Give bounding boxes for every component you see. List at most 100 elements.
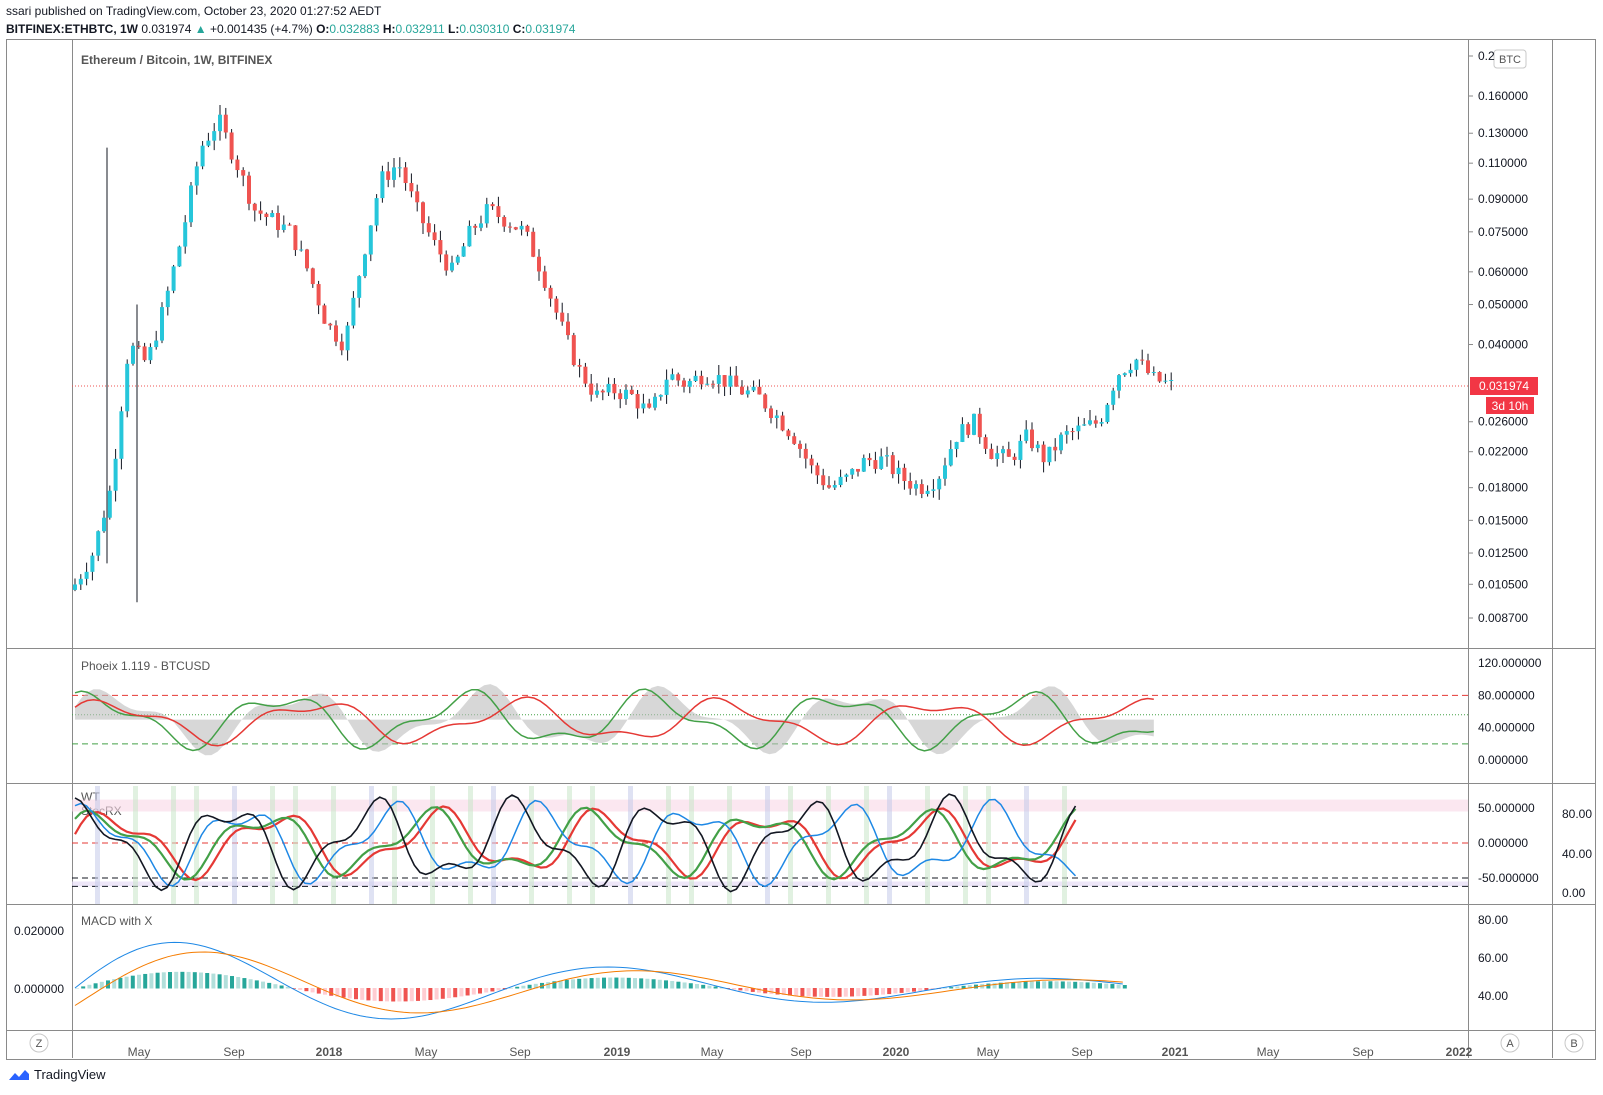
currency-badge[interactable]: BTC xyxy=(1499,54,1521,66)
time-axis-label: 2021 xyxy=(1162,1045,1189,1059)
auto-scale-button[interactable] xyxy=(1500,1033,1520,1053)
candle-body xyxy=(276,213,280,230)
candle-body xyxy=(676,374,681,381)
candle-body xyxy=(896,467,901,475)
wt-signal-bar xyxy=(567,786,572,904)
macd-histogram-bar xyxy=(211,973,216,989)
macd-histogram-bar xyxy=(1067,981,1071,989)
macd-histogram-bar xyxy=(1098,983,1102,989)
candle-body xyxy=(264,213,269,218)
up-arrow-icon: ▲ xyxy=(194,22,207,36)
macd-indicator xyxy=(74,941,1127,1020)
macd-right-label: 60.00 xyxy=(1478,951,1508,965)
macd-histogram-bar xyxy=(707,985,712,989)
macd-pane-title: MACD with X xyxy=(81,914,152,928)
wt-signal-bar xyxy=(171,786,176,904)
candle-body xyxy=(902,467,907,482)
candle-body xyxy=(183,222,188,247)
macd-histogram-bar xyxy=(1036,981,1040,989)
candle-body xyxy=(612,383,617,394)
candle-body xyxy=(270,213,275,218)
candle-body xyxy=(287,224,292,226)
candle-body xyxy=(1047,446,1052,463)
macd-histogram-bar xyxy=(1085,982,1090,989)
candle-body xyxy=(165,290,170,308)
phoenix-axis: 120.000000 80.000000 40.000000 0.000000 xyxy=(1478,656,1542,767)
wt-red-line xyxy=(74,805,1077,882)
candle-body xyxy=(1111,390,1116,405)
candle-body xyxy=(931,489,936,491)
candle-body xyxy=(873,460,878,469)
macd-histogram-bar xyxy=(279,985,284,989)
phoenix-axis-label: 120.000000 xyxy=(1478,656,1542,670)
macd-histogram-bar xyxy=(831,988,836,997)
macd-histogram-bar xyxy=(639,978,644,989)
axis-label: 0.2 xyxy=(1478,49,1495,63)
high-value: 0.032911 xyxy=(395,22,445,36)
candle-body xyxy=(832,485,837,488)
time-axis-label: Sep xyxy=(509,1045,531,1059)
last-price: 0.031974 xyxy=(141,22,192,36)
open-label: O: xyxy=(316,22,330,36)
candle-body xyxy=(218,114,222,132)
candle-body xyxy=(780,415,785,431)
macd-histogram-bar xyxy=(558,980,563,989)
macd-histogram-bar xyxy=(819,988,823,997)
wt-signal-bar xyxy=(963,786,968,904)
macd-histogram-bar xyxy=(416,988,420,1001)
macd-histogram-bar xyxy=(335,988,340,997)
macd-histogram-bar xyxy=(186,971,191,989)
close-label: C: xyxy=(512,22,526,36)
candle-body xyxy=(850,468,855,475)
macd-histogram-bar xyxy=(496,988,501,991)
candle-body xyxy=(223,114,228,133)
axis-label: 0.012500 xyxy=(1478,546,1528,560)
b-button[interactable] xyxy=(1564,1033,1584,1053)
macd-histogram-bar xyxy=(1011,982,1016,989)
candle-body xyxy=(600,390,605,393)
macd-histogram-bar xyxy=(688,983,693,989)
time-axis-label: 2020 xyxy=(883,1045,910,1059)
candle-body xyxy=(954,441,959,450)
macd-histogram-bar xyxy=(924,988,929,991)
macd-histogram-bar xyxy=(713,986,718,989)
wt-signal-bar xyxy=(666,786,671,904)
macd-histogram-bar xyxy=(577,978,582,989)
countdown-box xyxy=(1486,397,1534,414)
macd-histogram-bar xyxy=(986,983,991,989)
macd-histogram-bar xyxy=(527,984,532,989)
macd-histogram-bar xyxy=(701,984,706,989)
zoom-button-z[interactable] xyxy=(29,1033,49,1053)
macd-histogram-bar xyxy=(366,988,371,1001)
axis-label: 0.090000 xyxy=(1478,192,1528,206)
macd-histogram-bar xyxy=(87,984,92,989)
currency-badge-box[interactable] xyxy=(1493,49,1527,69)
macd-histogram-bar xyxy=(1104,983,1109,989)
auto-scale-label[interactable]: A xyxy=(1506,1038,1514,1050)
macd-histogram-bar xyxy=(521,985,526,989)
candle-body xyxy=(455,256,460,263)
macd-histogram-bar xyxy=(657,979,662,989)
macd-histogram-bar xyxy=(391,988,396,1002)
wt-signal-bar xyxy=(887,786,892,904)
candle-body xyxy=(815,465,820,476)
macd-histogram-bar xyxy=(1079,982,1084,989)
candle-body xyxy=(1105,404,1110,423)
macd-histogram-bar xyxy=(856,988,861,997)
candle-body xyxy=(919,484,924,494)
candle-body xyxy=(542,271,547,288)
macd-histogram-bar xyxy=(881,988,885,995)
b-button-label[interactable]: B xyxy=(1570,1038,1577,1050)
candle-body xyxy=(484,204,489,224)
macd-histogram-bar xyxy=(595,977,600,989)
tradingview-brand[interactable]: TradingView xyxy=(8,1067,106,1082)
time-axis-label: May xyxy=(977,1045,1000,1059)
candle-body xyxy=(960,424,965,442)
zoom-button-z-label[interactable]: Z xyxy=(36,1038,43,1050)
macd-histogram-bar xyxy=(589,978,594,989)
macd-histogram-bar xyxy=(161,972,166,989)
macd-histogram-bar xyxy=(695,984,699,989)
candle-body xyxy=(194,166,199,186)
macd-histogram-bar xyxy=(614,977,619,989)
